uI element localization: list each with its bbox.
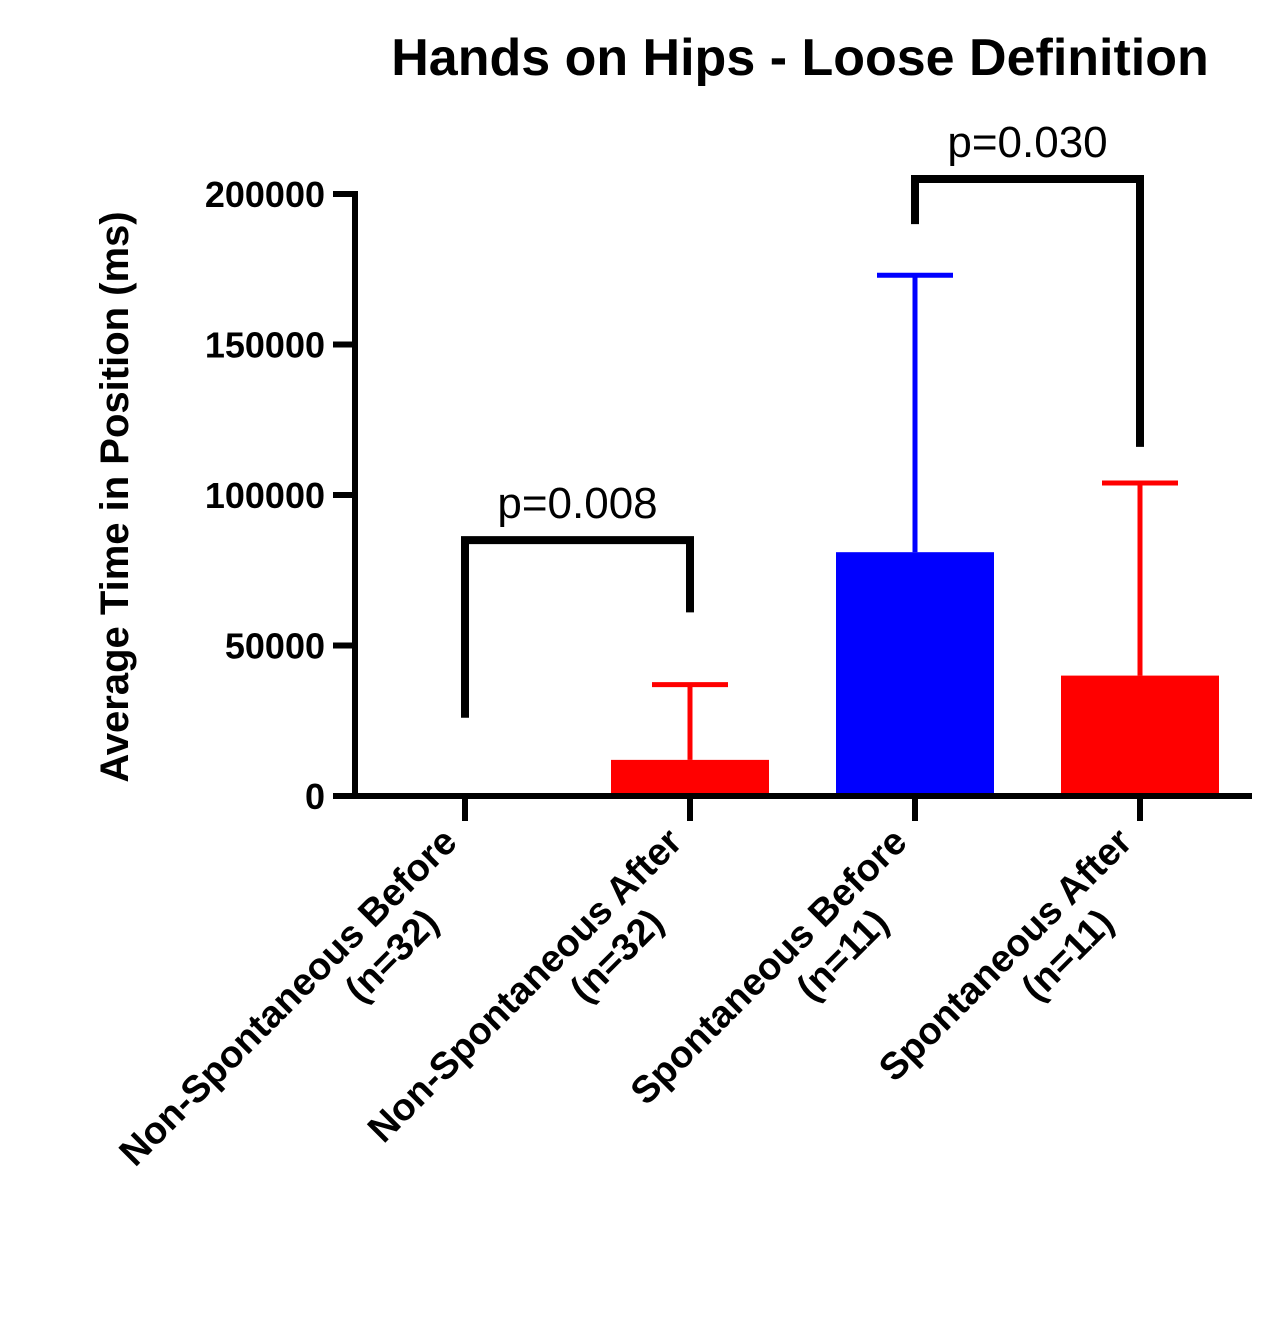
p-value-label-1: p=0.008 bbox=[497, 479, 657, 528]
y-tick-label: 200000 bbox=[205, 174, 325, 215]
x-tick-label: Spontaneous After(n=11) bbox=[871, 821, 1171, 1121]
bar-3 bbox=[836, 552, 994, 796]
y-tick-label: 0 bbox=[305, 776, 325, 817]
y-tick-label: 100000 bbox=[205, 475, 325, 516]
x-tick-label-line: Spontaneous After bbox=[871, 821, 1140, 1090]
significance-bracket-2 bbox=[911, 174, 1144, 447]
significance-brackets: p=0.008 p=0.030 bbox=[461, 118, 1144, 718]
y-axis-label: Average Time in Position (ms) bbox=[93, 211, 137, 782]
error-bars-group bbox=[652, 272, 1178, 760]
bar-4 bbox=[1061, 675, 1219, 796]
y-tick-label: 50000 bbox=[225, 626, 325, 667]
bars-group bbox=[611, 552, 1219, 796]
x-tick-label: Non-Spontaneous Before(n=32) bbox=[112, 821, 497, 1206]
bar-2 bbox=[611, 759, 769, 796]
y-tick-label: 150000 bbox=[205, 325, 325, 366]
significance-bracket-1 bbox=[461, 536, 694, 718]
chart-title: Hands on Hips - Loose Definition bbox=[391, 29, 1209, 87]
p-value-label-2: p=0.030 bbox=[947, 118, 1107, 167]
